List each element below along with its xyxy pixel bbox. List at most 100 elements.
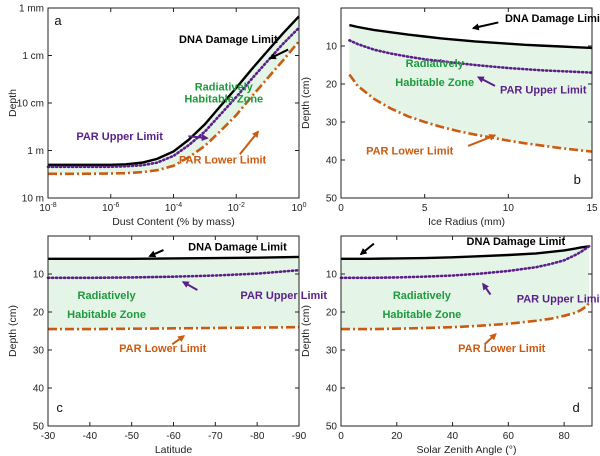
- panel-c-annotation-arrow: [181, 281, 198, 291]
- panel-b-panel-letter: b: [574, 172, 581, 187]
- panel-a-annotation-dna-damage-limit: DNA Damage Limit: [179, 34, 278, 46]
- panel-d-axes-frame: [340, 235, 593, 427]
- panel-c-series-par-lower-limit-line: [48, 325, 300, 331]
- panel-d-ytick-label: 30: [326, 346, 338, 357]
- panel-d-annotation-par-lower-limit: PAR Lower Limit: [458, 343, 546, 355]
- panel-d-xtick-label: 20: [391, 431, 403, 442]
- panel-a-annotation-arrow: [188, 134, 209, 142]
- panel-c-annotation-dna-damage-limit: DNA Damage Limit: [188, 242, 287, 254]
- panel-c-xlabel: Latitude: [155, 444, 193, 456]
- panel-c-xtick-label: -50: [124, 431, 139, 442]
- panel-c-xtick-label: -80: [250, 431, 265, 442]
- panel-c-panel-letter: c: [56, 400, 63, 415]
- panel-a-xtick-label: 10-2: [228, 202, 245, 214]
- panel-d-annotation-dna-damage-limit: DNA Damage Limit: [467, 236, 566, 248]
- panel-b-ylabel: Depth (cm): [300, 77, 312, 129]
- panel-a-ylabel: Depth: [7, 89, 19, 117]
- panel-d-ytick-label: 40: [326, 384, 338, 395]
- panel-d-annotation-radiatively: Radiatively: [393, 290, 452, 302]
- panel-c-ytick-label: 10: [33, 270, 45, 281]
- panel-b-ytick-label: 30: [326, 118, 338, 129]
- panel-c-ytick-label: 20: [33, 308, 45, 319]
- panel-b-xtick-label: 15: [586, 203, 598, 214]
- panel-c-annotation-par-lower-limit: PAR Lower Limit: [119, 343, 207, 355]
- panel-d-series-par-lower-limit-line: [341, 301, 591, 331]
- panel-b-ytick-label: 10: [326, 42, 338, 53]
- panel-b-xtick-label: 0: [338, 203, 344, 214]
- panel-b-xtick-label: 5: [422, 203, 428, 214]
- panel-b-ytick-label: 20: [326, 80, 338, 91]
- panel-c-series-par-upper-limit-line: [46, 268, 301, 280]
- panel-c-annotation-radiatively: Radiatively: [78, 290, 137, 302]
- panel-d-series-dna-damage-limit-line: [341, 245, 590, 260]
- panel-b-annotation-arrow: [476, 76, 496, 87]
- panel-a-ytick-label: 1 mm: [19, 4, 44, 15]
- panel-c-xtick-label: -70: [208, 431, 223, 442]
- panel-d-panel-letter: d: [572, 400, 579, 415]
- panel-d-series-par-upper-limit-line: [339, 244, 591, 280]
- panel-d-xlabel: Solar Zenith Angle (°): [417, 444, 517, 456]
- panel-b-annotation-arrow: [467, 134, 497, 147]
- panel-a-annotation-arrow: [268, 48, 289, 60]
- panel-a-ytick-label: 1 m: [27, 146, 44, 157]
- panel-d-annotation-arrow: [483, 333, 497, 346]
- panel-c-xtick-label: -90: [292, 431, 307, 442]
- panel-c-annotation-arrow: [148, 249, 164, 258]
- panel-b-axes-frame: [340, 7, 593, 199]
- panel-a: 10-8 10-6 10-4 10-2 100 1 mm 1 cm 10 cm 1 m 10 m D…: [7, 4, 307, 229]
- panel-d: 0 20 40 60 80 10 20 30 40 50 Solar Zenith Angle (°…: [300, 235, 600, 456]
- panel-a-xlabel: Dust Content (% by mass): [112, 216, 235, 228]
- panel-c-xtick-label: -40: [83, 431, 98, 442]
- panel-b-xlabel: Ice Radius (mm): [428, 216, 505, 228]
- panel-d-xtick-label: 40: [447, 431, 459, 442]
- panel-d-annotation-arrow: [482, 282, 492, 296]
- panel-d-ytick-label: 50: [326, 422, 338, 433]
- panel-c-ytick-label: 40: [33, 384, 45, 395]
- panel-d-annotation-par-upper-limit: PAR Upper Limit: [517, 294, 600, 306]
- panel-d-ytick-label: 20: [326, 308, 338, 319]
- panel-c-ytick-label: 50: [33, 422, 45, 433]
- panel-c-xtick-label: -30: [41, 431, 56, 442]
- panel-d-xtick-label: 60: [503, 431, 515, 442]
- panel-b-ytick-label: 50: [326, 194, 338, 205]
- panel-b-annotation-par-upper-limit: PAR Upper Limit: [500, 85, 587, 97]
- panel-b-series-par-upper-limit-line: [348, 39, 594, 74]
- panel-a-habitable-zone-fill: [48, 16, 299, 174]
- panel-d-ytick-label: 10: [326, 270, 338, 281]
- panel-a-series-dna-damage-limit-line: [48, 15, 300, 166]
- panel-d-habitable-zone-fill: [341, 246, 590, 330]
- panel-a-ytick-label: 10 m: [22, 194, 44, 205]
- panel-b-annotation-habitable-zone: Habitable Zone: [395, 77, 474, 89]
- panel-a-xtick-label: 10-4: [165, 202, 182, 214]
- panel-a-annotation-par-upper-limit: PAR Upper Limit: [76, 131, 163, 143]
- panel-d-ylabel: Depth (cm): [300, 305, 312, 357]
- panel-a-annotation-par-lower-limit: PAR Lower Limit: [179, 155, 267, 167]
- panel-a-series-par-upper-limit-line: [46, 26, 301, 169]
- panel-b-annotation-arrow: [471, 21, 499, 31]
- panel-b-annotation-par-lower-limit: PAR Lower Limit: [366, 146, 454, 158]
- panel-d-xtick-label: 80: [559, 431, 571, 442]
- panel-c-annotation-arrow: [171, 335, 186, 346]
- panel-a-xtick-label: 10-6: [102, 202, 119, 214]
- panel-a-annotation-radiatively: Radiatively: [195, 82, 254, 94]
- panel-a-series-par-lower-limit-line: [48, 40, 300, 176]
- panel-a-panel-letter: a: [54, 13, 62, 28]
- panel-c-xtick-label: -60: [166, 431, 181, 442]
- panel-c-annotation-par-upper-limit: PAR Upper Limit: [240, 290, 327, 302]
- panel-b-annotation-radiatively: Radiatively: [406, 58, 465, 70]
- panel-b-annotation-dna-damage-limit: DNA Damage Limit: [505, 13, 600, 25]
- panel-a-annotation-habitable-zone: Habitable Zone: [184, 93, 263, 105]
- panel-c-ylabel: Depth (cm): [7, 305, 19, 357]
- panel-d-annotation-arrow: [359, 242, 375, 256]
- panel-d-annotation-habitable-zone: Habitable Zone: [382, 309, 461, 321]
- panel-b: 0 5 10 15 10 20 30 40 50 Ice Radius (mm) Depth (cm…: [300, 7, 600, 228]
- panel-a-ytick-label: 10 cm: [17, 99, 44, 110]
- panel-c-ytick-label: 30: [33, 346, 45, 357]
- panel-b-xtick-label: 10: [503, 203, 515, 214]
- panel-b-ytick-label: 40: [326, 156, 338, 167]
- panel-a-xtick-label: 100: [291, 202, 306, 214]
- panel-a-ytick-label: 1 cm: [22, 51, 44, 62]
- panel-c-annotation-habitable-zone: Habitable Zone: [67, 309, 146, 321]
- panel-b-series-dna-damage-limit-line: [349, 23, 593, 50]
